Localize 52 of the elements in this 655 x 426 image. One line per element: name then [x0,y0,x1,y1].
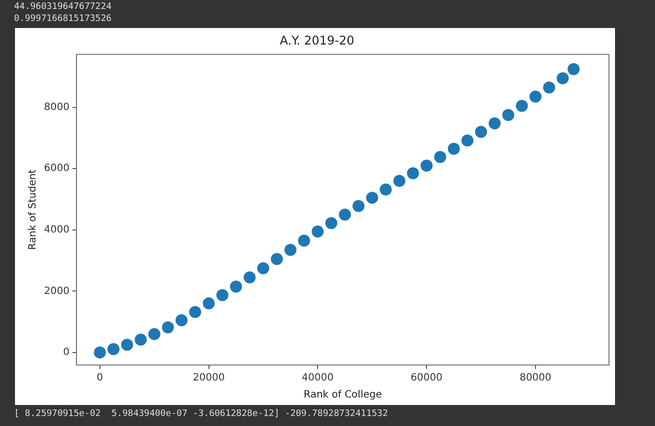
y-tick-label: 8000 [44,102,70,113]
point [202,297,215,310]
point [366,192,378,204]
point [107,343,120,356]
point [529,90,542,103]
point [284,244,296,256]
point [338,208,351,221]
point [406,167,419,180]
point [162,321,174,334]
x-tick-label: 60000 [410,372,442,384]
point [352,200,365,212]
point [568,63,580,76]
y-tick-label: 6000 [44,163,70,174]
point [176,314,188,326]
y-tick-label: 4000 [44,224,70,236]
point [488,117,501,130]
point [502,109,514,122]
point [543,81,556,94]
point [434,151,446,164]
point [380,183,392,196]
point [244,271,256,284]
point [189,306,202,318]
point [121,338,134,351]
point [148,328,160,340]
point [298,234,310,247]
point [420,160,433,172]
point [94,346,106,358]
point [461,134,474,146]
point [393,174,406,187]
y-tick-label: 0 [63,347,70,358]
x-tick-label: 20000 [192,372,225,384]
x-axis-title: Rank of College [304,390,382,401]
x-tick-label: 80000 [520,372,552,384]
x-tick-label: 40000 [302,372,334,384]
point [516,100,528,112]
point [257,262,270,274]
text: 44.960319647677224 [14,1,112,13]
point [325,217,338,230]
y-tick-label: 2000 [44,286,70,297]
point [216,289,228,302]
point [448,142,460,155]
y-axis-title: Rank of Student [28,169,39,250]
chart-title: A.Y. 2019-20 [280,33,354,48]
point [475,126,488,138]
text: 0.9997166815173526 [14,13,112,25]
point [134,334,147,346]
point [312,225,324,238]
point [270,253,283,266]
point [556,72,569,84]
x-tick-label: 0 [96,372,104,384]
point [230,280,242,293]
text: [ 8.25970915e-02 5.98439400e-07 -3.60612828e-12] -209.78928732411532 [14,408,388,420]
